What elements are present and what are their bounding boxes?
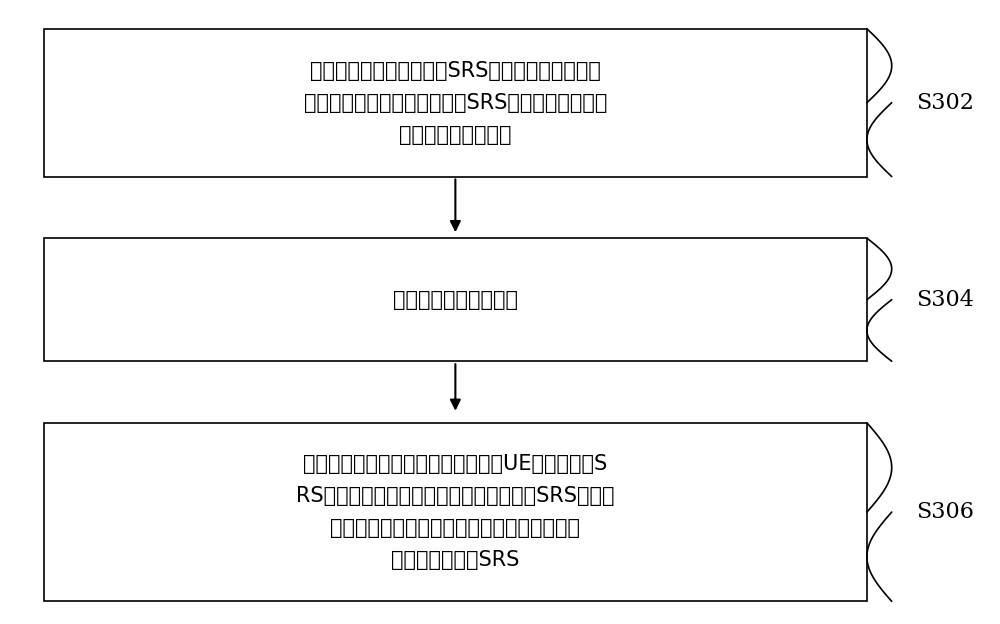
FancyBboxPatch shape	[44, 238, 867, 361]
Text: RS进行预编码，并向基站发送预编码后的SRS；在预: RS进行预编码，并向基站发送预编码后的SRS；在预	[296, 486, 615, 506]
Text: 预编码使能指示信息: 预编码使能指示信息	[399, 125, 512, 145]
FancyBboxPatch shape	[44, 29, 867, 177]
Text: S304: S304	[917, 289, 974, 311]
Text: S306: S306	[917, 501, 974, 523]
Text: 基站向用户终端下发发送SRS的配置信息，其中，: 基站向用户终端下发发送SRS的配置信息，其中，	[310, 61, 601, 80]
FancyBboxPatch shape	[44, 423, 867, 602]
Text: 在预编码使能指示信息指示使能时，UE对要发送的S: 在预编码使能指示信息指示使能时，UE对要发送的S	[303, 454, 608, 474]
Text: 编码使能指示信息指示不使能时，向基站发送: 编码使能指示信息指示不使能时，向基站发送	[330, 518, 580, 538]
Text: 该配置信息包括：用于指示对SRS是否进行预编码的: 该配置信息包括：用于指示对SRS是否进行预编码的	[304, 93, 607, 113]
Text: 用户终端接收配置信息: 用户终端接收配置信息	[393, 290, 518, 310]
Text: S302: S302	[917, 92, 974, 114]
Text: 未进行预编码的SRS: 未进行预编码的SRS	[391, 550, 520, 570]
